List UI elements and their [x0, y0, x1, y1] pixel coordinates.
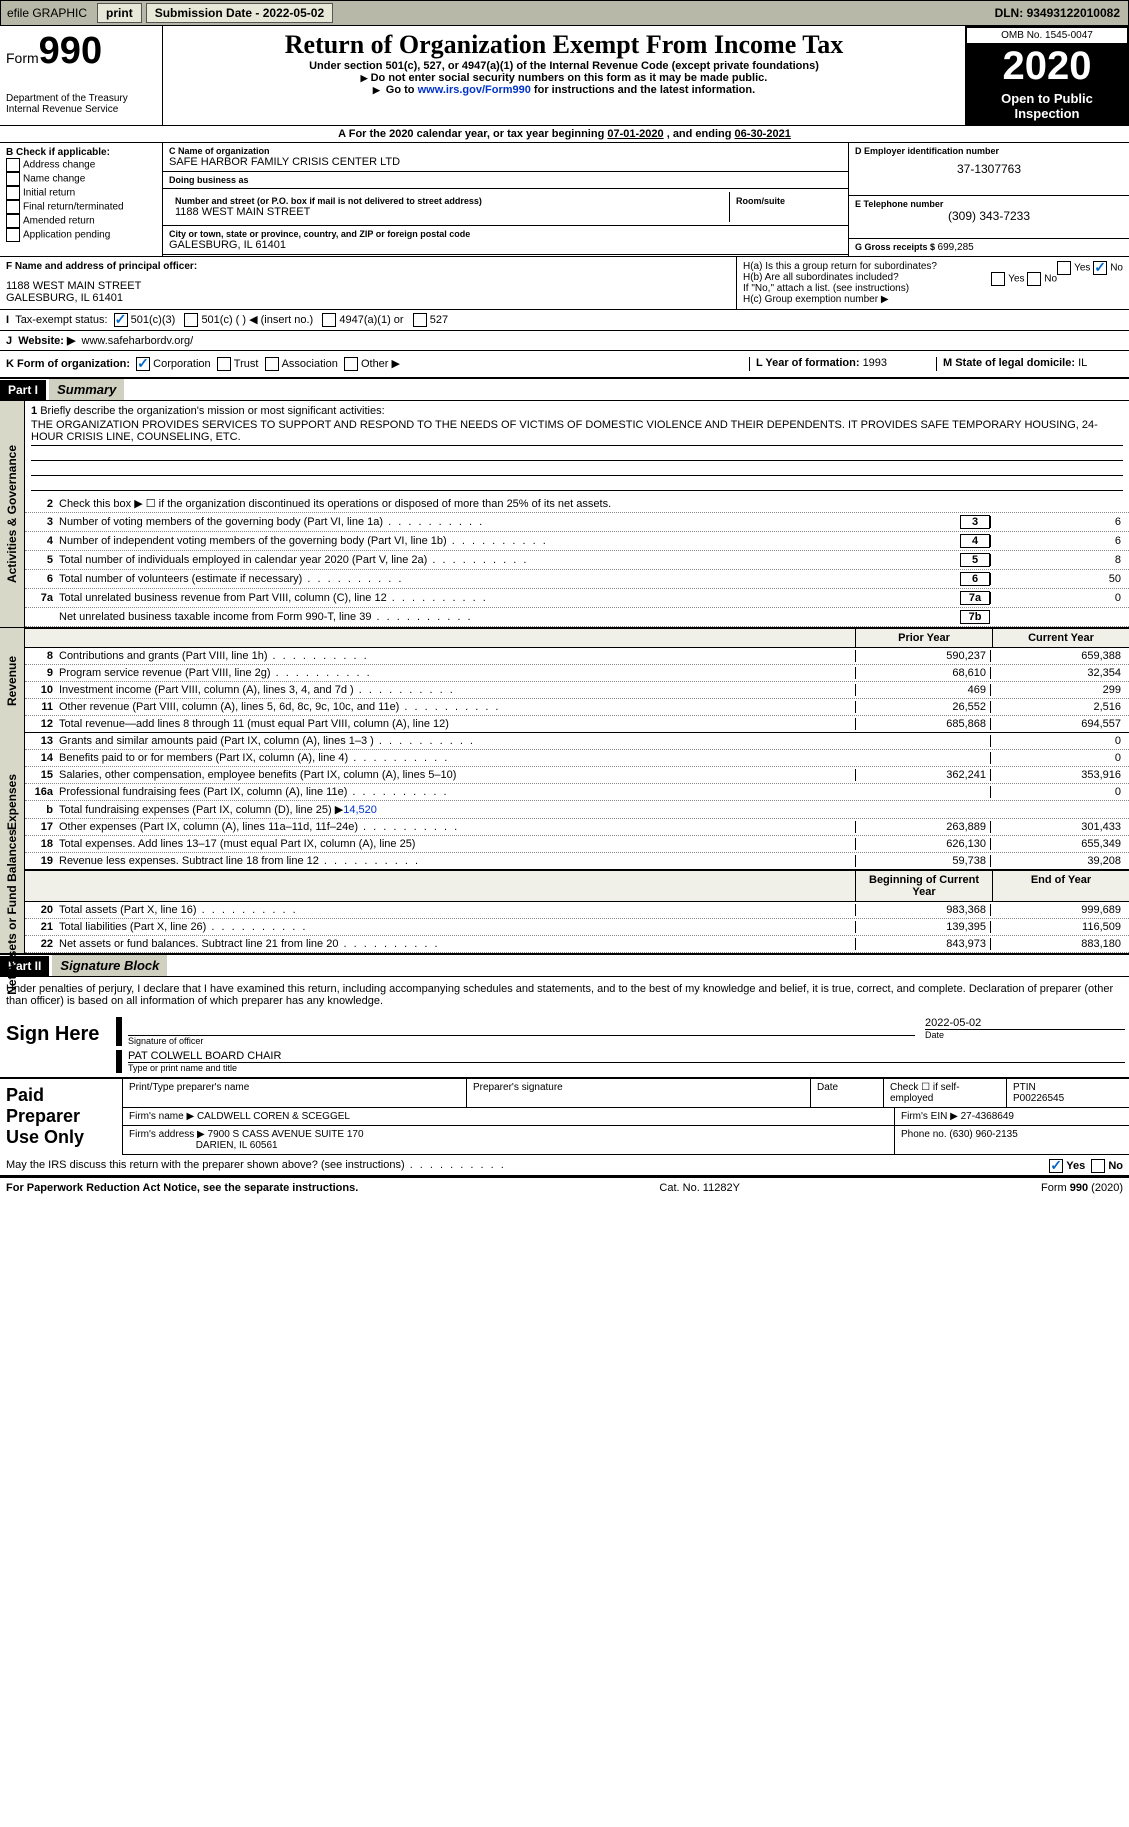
tax-period: A For the 2020 calendar year, or tax yea…: [0, 126, 1129, 143]
side-governance: Activities & Governance: [0, 401, 25, 627]
form-org-row: K Form of organization: Corporation Trus…: [0, 351, 1129, 379]
app-pending-checkbox[interactable]: [6, 228, 20, 242]
efile-label: efile GRAPHIC: [1, 4, 93, 22]
officer-name: PAT COLWELL BOARD CHAIR: [128, 1050, 1125, 1063]
submission-date: Submission Date - 2022-05-02: [146, 3, 333, 23]
form-ref: Form 990 (2020): [1041, 1182, 1123, 1194]
subtitle-1: Under section 501(c), 527, or 4947(a)(1)…: [169, 60, 959, 72]
side-revenue: Revenue: [0, 628, 25, 733]
side-netassets: Net Assets or Fund Balances: [0, 870, 25, 953]
part2-header: Part II Signature Block: [0, 955, 1129, 977]
hb-no-checkbox[interactable]: [1027, 272, 1041, 286]
eoy-header: End of Year: [992, 871, 1129, 901]
501c3-checkbox[interactable]: [114, 313, 128, 327]
discuss-no-checkbox[interactable]: [1091, 1159, 1105, 1173]
h-a: H(a) Is this a group return for subordin…: [743, 261, 1123, 272]
expenses-section: Expenses 13Grants and similar amounts pa…: [0, 733, 1129, 870]
current-year-header: Current Year: [992, 629, 1129, 647]
other-checkbox[interactable]: [344, 357, 358, 371]
declaration: Under penalties of perjury, I declare th…: [0, 977, 1129, 1013]
hb-yes-checkbox[interactable]: [991, 272, 1005, 286]
corp-checkbox[interactable]: [136, 357, 150, 371]
sign-here-label: Sign Here: [0, 1013, 112, 1077]
form-number: Form990: [6, 30, 156, 73]
ha-no-checkbox[interactable]: [1093, 261, 1107, 275]
initial-return-checkbox[interactable]: [6, 186, 20, 200]
sign-here-row: Sign Here Signature of officer 2022-05-0…: [0, 1013, 1129, 1078]
subtitle-3: Go to www.irs.gov/Form990 for instructio…: [169, 84, 959, 96]
ha-yes-checkbox[interactable]: [1057, 261, 1071, 275]
paid-preparer-label: Paid Preparer Use Only: [0, 1079, 123, 1155]
entity-info: B Check if applicable: Address change Na…: [0, 143, 1129, 257]
revenue-section: Revenue Prior Year Current Year 8Contrib…: [0, 628, 1129, 733]
print-button[interactable]: print: [97, 3, 142, 23]
pra-notice: For Paperwork Reduction Act Notice, see …: [6, 1182, 358, 1194]
website-link[interactable]: www.safeharbordv.org/: [82, 335, 194, 347]
prior-year-header: Prior Year: [855, 629, 992, 647]
f-label: F Name and address of principal officer:: [6, 261, 730, 272]
form-title: Return of Organization Exempt From Incom…: [169, 30, 959, 60]
irs-label: Internal Revenue Service: [6, 104, 156, 115]
cat-no: Cat. No. 11282Y: [659, 1182, 740, 1194]
form990-link[interactable]: www.irs.gov/Form990: [418, 84, 531, 96]
4947-checkbox[interactable]: [322, 313, 336, 327]
gross-cell: G Gross receipts $ 699,285: [849, 239, 1129, 256]
omb-number: OMB No. 1545-0047: [967, 28, 1127, 44]
dept-treasury: Department of the Treasury: [6, 93, 156, 104]
city-cell: City or town, state or province, country…: [163, 226, 848, 255]
boy-header: Beginning of Current Year: [855, 871, 992, 901]
ein-cell: D Employer identification number 37-1307…: [849, 143, 1129, 196]
discuss-yes-checkbox[interactable]: [1049, 1159, 1063, 1173]
org-name-cell: C Name of organization SAFE HARBOR FAMIL…: [163, 143, 848, 172]
mission-text: THE ORGANIZATION PROVIDES SERVICES TO SU…: [31, 417, 1123, 446]
527-checkbox[interactable]: [413, 313, 427, 327]
website-row: J Website: ▶ www.safeharbordv.org/: [0, 331, 1129, 351]
top-toolbar: efile GRAPHIC print Submission Date - 20…: [0, 0, 1129, 26]
tax-exempt-row: I Tax-exempt status: 501(c)(3) 501(c) ( …: [0, 310, 1129, 331]
addr-change-checkbox[interactable]: [6, 158, 20, 172]
part1-header: Part I Summary: [0, 379, 1129, 401]
netassets-section: Net Assets or Fund Balances Beginning of…: [0, 870, 1129, 955]
final-return-checkbox[interactable]: [6, 200, 20, 214]
tel-cell: E Telephone number (309) 343-7233: [849, 196, 1129, 239]
street-cell: Number and street (or P.O. box if mail i…: [163, 189, 848, 226]
subtitle-2: Do not enter social security numbers on …: [169, 72, 959, 84]
name-change-checkbox[interactable]: [6, 172, 20, 186]
amended-checkbox[interactable]: [6, 214, 20, 228]
form-header: Form990 Department of the Treasury Inter…: [0, 26, 1129, 126]
trust-checkbox[interactable]: [217, 357, 231, 371]
tax-year: 2020: [967, 44, 1127, 89]
page-footer: For Paperwork Reduction Act Notice, see …: [0, 1176, 1129, 1198]
governance-section: Activities & Governance 1 Briefly descri…: [0, 401, 1129, 628]
h-b-note: If "No," attach a list. (see instruction…: [743, 283, 1123, 294]
dba-cell: Doing business as: [163, 172, 848, 189]
discuss-row: May the IRS discuss this return with the…: [0, 1155, 1129, 1176]
check-applicable: B Check if applicable: Address change Na…: [0, 143, 163, 256]
officer-group-row: F Name and address of principal officer:…: [0, 257, 1129, 310]
officer-signature-line[interactable]: [128, 1017, 915, 1036]
open-public: Open to Public Inspection: [967, 89, 1127, 123]
sig-date: 2022-05-02: [925, 1017, 1125, 1030]
assoc-checkbox[interactable]: [265, 357, 279, 371]
dln: DLN: 93493122010082: [987, 4, 1128, 22]
h-c: H(c) Group exemption number ▶: [743, 294, 1123, 305]
501c-checkbox[interactable]: [184, 313, 198, 327]
preparer-section: Paid Preparer Use Only Print/Type prepar…: [0, 1078, 1129, 1155]
